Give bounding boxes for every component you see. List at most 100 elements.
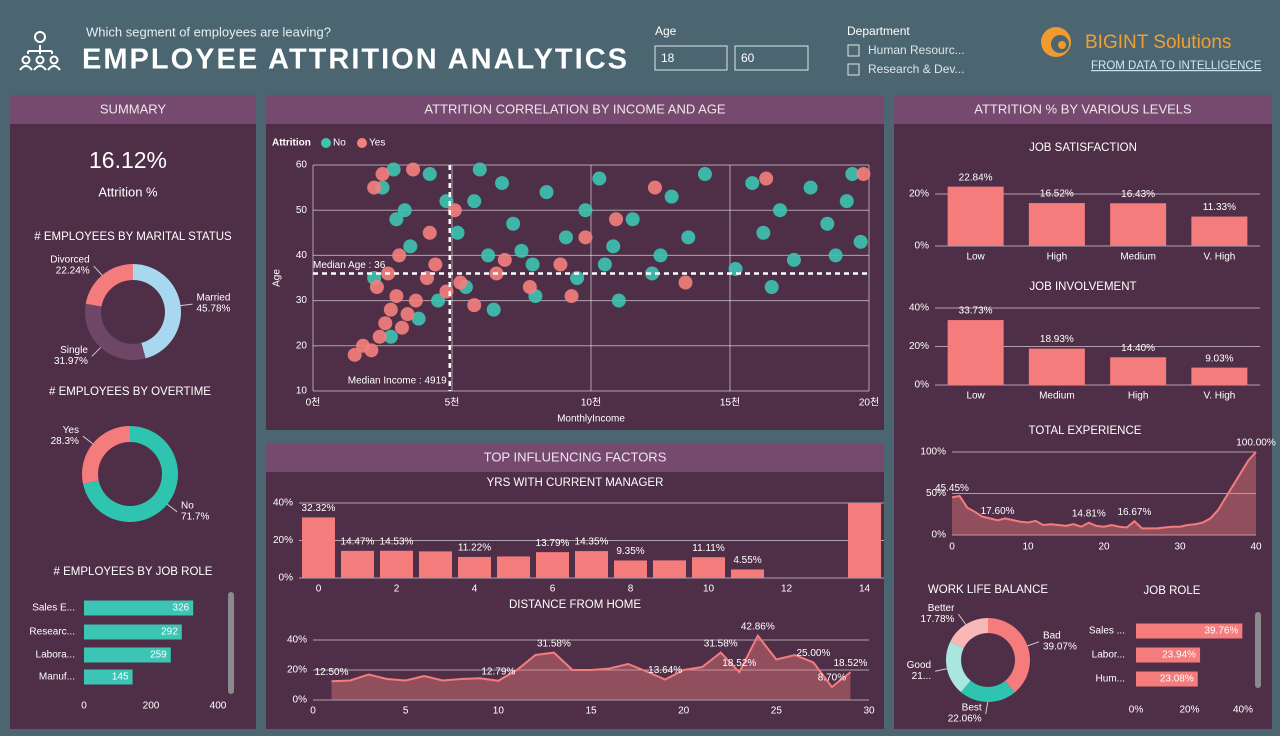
donut-label: No — [181, 500, 194, 511]
scatter-point — [759, 171, 774, 186]
scatter-point — [681, 230, 696, 245]
data-label: 45.45% — [935, 483, 969, 494]
scatter-point — [447, 203, 462, 218]
legend-label: No — [333, 138, 346, 149]
age-min: 18 — [661, 51, 675, 65]
y-tick-label: 40% — [273, 498, 293, 509]
y-category-label: Hum... — [1096, 674, 1125, 685]
data-label: 14.47% — [341, 537, 375, 548]
donut-value: 45.78% — [196, 304, 230, 315]
y-tick-label: 20% — [909, 189, 929, 200]
x-category-label: Medium — [1039, 391, 1075, 402]
scatter-point — [592, 171, 607, 186]
donut-value: 28.3% — [51, 436, 79, 447]
data-label: 22.84% — [959, 172, 993, 183]
scrollbar[interactable] — [228, 592, 234, 694]
y-tick-label: 0% — [279, 573, 294, 584]
scatter-point — [453, 275, 468, 290]
x-tick-label: 14 — [859, 584, 871, 595]
x-tick-label: 0 — [310, 706, 316, 717]
scatter-point — [422, 167, 437, 182]
scatter-point — [647, 180, 662, 195]
data-label: 23.08% — [1160, 674, 1194, 685]
scatter-point — [481, 248, 496, 263]
scatter-point — [389, 289, 404, 304]
scatter-point — [472, 162, 487, 177]
data-label: 25.00% — [796, 648, 830, 659]
x-category-label: Low — [966, 252, 985, 263]
data-label: 16.43% — [1121, 189, 1155, 200]
x-tick-label: 0 — [949, 542, 955, 553]
data-label: 32.32% — [302, 503, 336, 514]
chart-title: JOB SATISFACTION — [1029, 142, 1137, 154]
kpi-value: 16.12% — [89, 147, 167, 173]
checkbox[interactable] — [847, 44, 860, 57]
chart-title: WORK LIFE BALANCE — [928, 584, 1048, 596]
bar — [692, 557, 725, 578]
data-label: 100.00% — [1236, 438, 1276, 449]
scatter-point — [845, 167, 860, 182]
data-label: 9.35% — [616, 546, 644, 557]
donut-value: 21... — [912, 671, 931, 682]
legend-title: Attrition — [272, 138, 311, 149]
donut-value: 22.24% — [56, 266, 90, 277]
scatter-point — [497, 252, 512, 267]
y-category-label: Sales E... — [32, 603, 75, 614]
scatter-point — [653, 248, 668, 263]
y-tick-label: 20% — [273, 535, 293, 546]
donut-label: Married — [196, 293, 230, 304]
x-tick-label: 6 — [550, 584, 556, 595]
bar — [536, 552, 569, 578]
panel-header — [10, 95, 256, 124]
x-tick-label: 15 — [585, 706, 597, 717]
x-tick-label: 5천 — [445, 397, 460, 409]
panel — [266, 443, 884, 729]
scatter-point — [609, 212, 624, 227]
x-tick-label: 25 — [771, 706, 783, 717]
bar — [947, 186, 1004, 246]
scatter-point — [522, 280, 537, 295]
checkbox[interactable] — [847, 63, 860, 76]
scatter-point — [756, 225, 771, 240]
donut-slice — [85, 264, 133, 307]
donut-label: Yes — [63, 425, 79, 436]
legend-swatch — [321, 138, 331, 148]
scatter-point — [606, 239, 621, 254]
age-min-input[interactable] — [654, 45, 728, 71]
y-category-label: Sales ... — [1089, 626, 1125, 637]
data-label: 12.50% — [315, 667, 349, 678]
reference-label: Median Age : 36 — [313, 260, 386, 271]
scatter-point — [495, 176, 510, 191]
scrollbar[interactable] — [1255, 612, 1261, 688]
donut-value: 17.78% — [921, 614, 955, 625]
x-tick-label: 0% — [1129, 705, 1144, 716]
bar — [302, 517, 335, 578]
bar — [380, 550, 413, 578]
scatter-point — [578, 203, 593, 218]
scatter-point — [664, 189, 679, 204]
age-max: 60 — [741, 51, 755, 65]
scatter-point — [450, 225, 465, 240]
scatter-point — [486, 302, 501, 317]
data-label: 292 — [161, 627, 178, 638]
donut-slice — [83, 426, 179, 522]
y-category-label: Labora... — [36, 650, 75, 661]
y-category-label: Researc... — [29, 627, 75, 638]
logo-link[interactable]: FROM DATA TO INTELLIGENCE — [1091, 60, 1262, 72]
age-max-input[interactable] — [734, 45, 809, 71]
data-label: 9.03% — [1205, 353, 1233, 364]
scatter-point — [383, 329, 398, 344]
bar — [341, 550, 374, 578]
scatter-point — [411, 311, 426, 326]
x-tick-label: 4 — [472, 584, 478, 595]
y-tick-label: 50 — [296, 205, 308, 216]
title: EMPLOYEE ATTRITION ANALYTICS — [82, 44, 627, 76]
bar — [84, 669, 133, 685]
bar — [848, 503, 881, 578]
subtitle: Which segment of employees are leaving? — [86, 24, 331, 39]
x-category-label: Medium — [1120, 252, 1156, 263]
scatter-point — [625, 212, 640, 227]
scatter-point — [856, 167, 871, 182]
y-tick-label: 40% — [909, 303, 929, 314]
